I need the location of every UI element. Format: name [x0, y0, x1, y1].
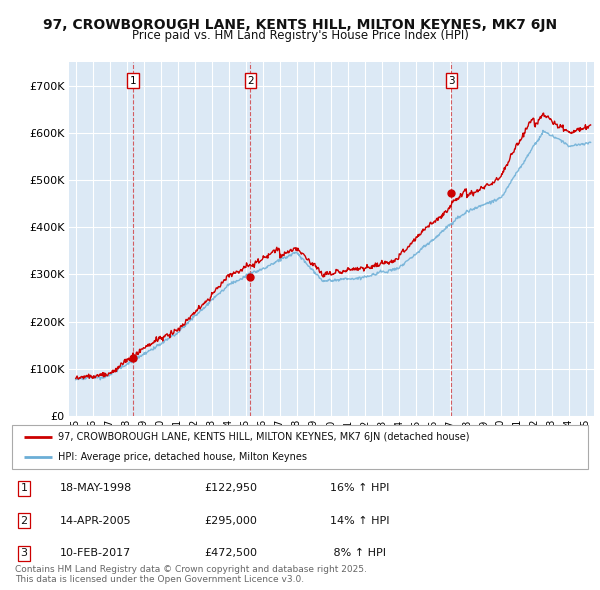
Text: 97, CROWBOROUGH LANE, KENTS HILL, MILTON KEYNES, MK7 6JN: 97, CROWBOROUGH LANE, KENTS HILL, MILTON…: [43, 18, 557, 32]
Text: 14-APR-2005: 14-APR-2005: [60, 516, 131, 526]
Text: 1: 1: [130, 76, 136, 86]
Text: 10-FEB-2017: 10-FEB-2017: [60, 548, 131, 558]
Text: 97, CROWBOROUGH LANE, KENTS HILL, MILTON KEYNES, MK7 6JN (detached house): 97, CROWBOROUGH LANE, KENTS HILL, MILTON…: [58, 432, 470, 442]
Text: 16% ↑ HPI: 16% ↑ HPI: [330, 483, 389, 493]
Text: 1: 1: [20, 483, 28, 493]
Text: 3: 3: [20, 548, 28, 558]
Text: £122,950: £122,950: [204, 483, 257, 493]
Text: 2: 2: [247, 76, 254, 86]
Text: £472,500: £472,500: [204, 548, 257, 558]
Text: 2: 2: [20, 516, 28, 526]
Text: 18-MAY-1998: 18-MAY-1998: [60, 483, 132, 493]
FancyBboxPatch shape: [12, 425, 588, 469]
Text: 14% ↑ HPI: 14% ↑ HPI: [330, 516, 389, 526]
Text: £295,000: £295,000: [204, 516, 257, 526]
Text: 3: 3: [448, 76, 455, 86]
Text: HPI: Average price, detached house, Milton Keynes: HPI: Average price, detached house, Milt…: [58, 452, 307, 462]
Text: Price paid vs. HM Land Registry's House Price Index (HPI): Price paid vs. HM Land Registry's House …: [131, 30, 469, 42]
Text: 8% ↑ HPI: 8% ↑ HPI: [330, 548, 386, 558]
Text: Contains HM Land Registry data © Crown copyright and database right 2025.
This d: Contains HM Land Registry data © Crown c…: [15, 565, 367, 584]
